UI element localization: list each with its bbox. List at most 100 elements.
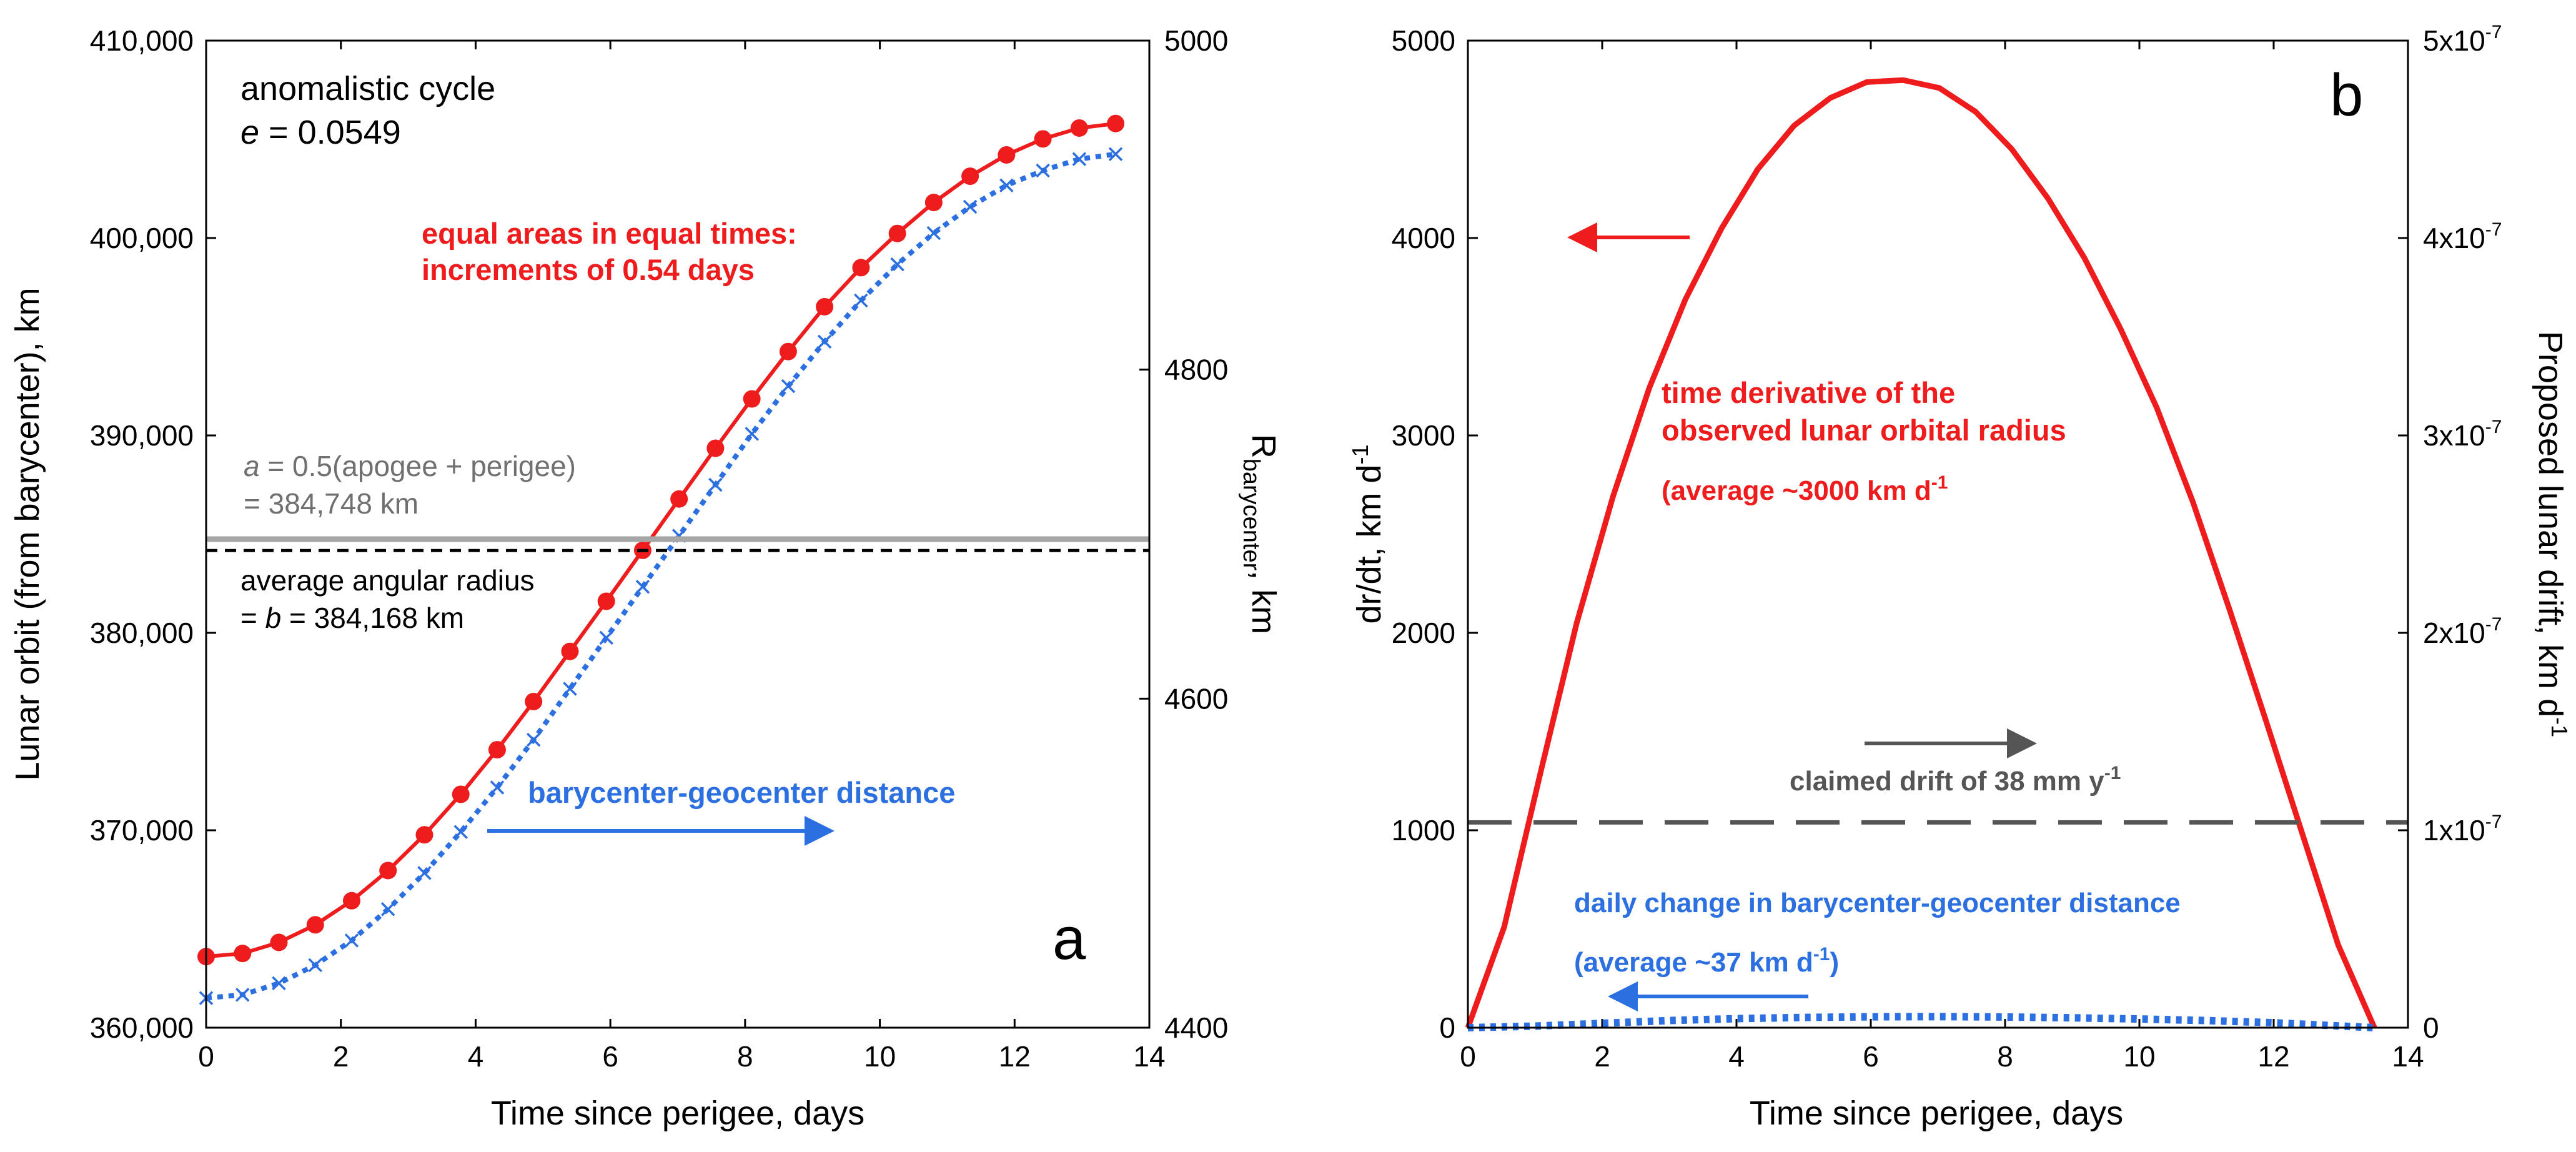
equal-areas-line2: increments of 0.54 days (422, 253, 755, 286)
avg-radius-prefix: = (240, 602, 265, 634)
data-point (779, 342, 797, 360)
blue-avg-suffix: ) (1830, 947, 1839, 978)
data-point-cross (453, 825, 468, 839)
data-point-cross (1108, 147, 1123, 161)
data-point-cross (599, 630, 613, 645)
red-annotation-line1: time derivative of the (1662, 376, 1955, 409)
data-point (342, 891, 360, 910)
panel-b-chart: 0 2 4 6 8 10 12 1401000200030004000500001x10-72… (1347, 22, 2572, 1132)
data-point (706, 439, 725, 457)
b-y2label-text: Proposed lunar drift, km d (2532, 331, 2569, 717)
y2-label-tail: , km (1245, 570, 1282, 634)
b-symbol: b (265, 602, 282, 634)
y2-label-sub: barycenter (1238, 459, 1264, 571)
data-point (379, 862, 397, 880)
claimed-drift-label: claimed drift of 38 mm y-1 (1790, 763, 2121, 797)
ecc-symbol: e (240, 114, 259, 151)
y-tick-label: 360,000 (90, 1011, 194, 1044)
data-point-cross (890, 257, 904, 272)
y2-tick-label: 5x10-7 (2423, 22, 2502, 57)
panel-b-x-axis-label: Time since perigee, days (1750, 1095, 2123, 1132)
data-point (852, 259, 870, 277)
data-point (1070, 119, 1088, 137)
y2-tick-label: 4800 (1164, 354, 1228, 386)
panel-a-series (197, 114, 1149, 1005)
x-tick-label: 8 (1997, 1040, 2013, 1073)
blue-avg-text: (average ~37 km d (1574, 947, 1813, 978)
y2-tick-exponent: -7 (2485, 219, 2502, 240)
y2-tick-text: 4600 (1164, 682, 1228, 715)
red-annotation-average: (average ~3000 km d-1 (1662, 472, 1948, 506)
b-ylabel-text: dr/dt, km d (1350, 464, 1388, 623)
y2-tick-text: 0 (2423, 1011, 2439, 1044)
x-tick-label: 2 (1594, 1040, 1610, 1073)
bary-geo-label: barycenter-geocenter distance (528, 776, 955, 809)
data-point (924, 194, 943, 212)
y-tick-label: 3000 (1392, 419, 1455, 452)
panel-a-frame (205, 39, 1151, 1029)
data-point-cross (563, 682, 577, 696)
a-formula: a = 0.5(apogee + perigee) (244, 450, 576, 482)
y2-tick-text: 2x10 (2423, 617, 2485, 649)
claimed-drift-sup: -1 (2104, 763, 2121, 783)
panel-a-chart: 0 2 4 6 8 10 12 14 360,000 370,000 380,000 390,000 4… (9, 24, 1282, 1132)
y-tick-label: 400,000 (90, 222, 194, 254)
data-point (488, 741, 506, 759)
data-point (597, 592, 615, 610)
panel-b-label: b (2330, 62, 2363, 129)
x-tick-label: 14 (1133, 1040, 1165, 1073)
x-tick-label: 2 (333, 1040, 349, 1073)
data-point (234, 945, 252, 963)
red-avg-text: (average ~3000 km d (1662, 475, 1931, 506)
data-point-cross (272, 976, 286, 991)
avg-radius-line2: = b = 384,168 km (240, 602, 464, 634)
data-point (888, 224, 906, 242)
data-point-cross (635, 580, 650, 594)
b-y2label-sup: -1 (2547, 717, 2572, 737)
data-point-cross (1036, 163, 1050, 178)
data-point-cross (745, 427, 759, 441)
y2-tick-label: 4x10-7 (2423, 219, 2502, 254)
b-ylabel-sup: -1 (1347, 444, 1373, 464)
a-value: = 384,748 km (244, 487, 419, 520)
series-line-0 (1465, 77, 2377, 1029)
y2-tick-label: 4400 (1164, 1011, 1228, 1044)
y2-tick-exponent: -7 (2485, 22, 2502, 42)
data-point-cross (235, 988, 250, 1002)
panel-b-y2-axis-label: Proposed lunar drift, km d-1 (2532, 331, 2572, 737)
data-point-cross (963, 199, 978, 214)
data-point-cross (380, 902, 395, 916)
panel-a-y2-axis-label: Rbarycenter, km (1238, 434, 1282, 635)
y2-tick-text: 5000 (1164, 24, 1228, 57)
y2-tick-label: 0 (2423, 1011, 2439, 1044)
y-tick-label: 390,000 (90, 419, 194, 452)
a-symbol: a (244, 450, 260, 482)
y2-tick-text: 4x10 (2423, 222, 2485, 254)
y2-tick-text: 4400 (1164, 1011, 1228, 1044)
data-point (998, 146, 1016, 164)
data-point (816, 297, 834, 315)
panel-a-x-axis-label: Time since perigee, days (491, 1095, 864, 1132)
x-tick-label: 0 (1460, 1040, 1476, 1073)
x-tick-label: 12 (2257, 1040, 2289, 1073)
x-tick-label: 0 (198, 1040, 214, 1073)
data-point (743, 390, 761, 408)
red-annotation-line2: observed lunar orbital radius (1662, 414, 2066, 447)
y2-tick-exponent: -7 (2485, 417, 2502, 437)
data-point (561, 642, 579, 660)
series-line-1 (206, 151, 1116, 1001)
y2-tick-text: 3x10 (2423, 419, 2485, 452)
data-point-cross (854, 293, 868, 308)
y2-tick-exponent: -7 (2485, 812, 2502, 832)
x-tick-label: 4 (1728, 1040, 1745, 1073)
y-tick-label: 2000 (1392, 617, 1455, 649)
panel-b-ticks: 0 2 4 6 8 10 12 1401000200030004000500001x10-72… (1392, 22, 2502, 1073)
x-tick-label: 10 (864, 1040, 896, 1073)
y-tick-label: 410,000 (90, 24, 194, 57)
y2-tick-text: 1x10 (2423, 814, 2485, 847)
x-tick-label: 12 (999, 1040, 1031, 1073)
data-point-cross (1072, 152, 1087, 166)
avg-radius-value: = 384,168 km (281, 602, 464, 634)
data-point (961, 167, 979, 186)
